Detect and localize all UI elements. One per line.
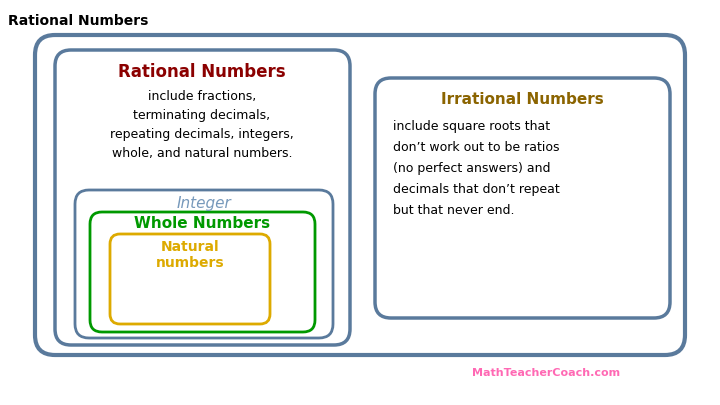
Text: include square roots that
don’t work out to be ratios
(no perfect answers) and
d: include square roots that don’t work out…: [393, 120, 559, 217]
Text: Natural
numbers: Natural numbers: [156, 240, 225, 270]
FancyBboxPatch shape: [35, 35, 685, 355]
FancyBboxPatch shape: [375, 78, 670, 318]
Text: Rational Numbers: Rational Numbers: [118, 63, 286, 81]
Text: Irrational Numbers: Irrational Numbers: [441, 92, 603, 107]
FancyBboxPatch shape: [75, 190, 333, 338]
Text: Rational Numbers: Rational Numbers: [8, 14, 148, 28]
Text: Whole Numbers: Whole Numbers: [134, 216, 270, 231]
FancyBboxPatch shape: [110, 234, 270, 324]
Text: MathTeacherCoach.com: MathTeacherCoach.com: [472, 368, 620, 378]
FancyBboxPatch shape: [55, 50, 350, 345]
FancyBboxPatch shape: [90, 212, 315, 332]
Text: include fractions,
terminating decimals,
repeating decimals, integers,
whole, an: include fractions, terminating decimals,…: [110, 90, 294, 160]
Text: Integer: Integer: [176, 196, 231, 211]
